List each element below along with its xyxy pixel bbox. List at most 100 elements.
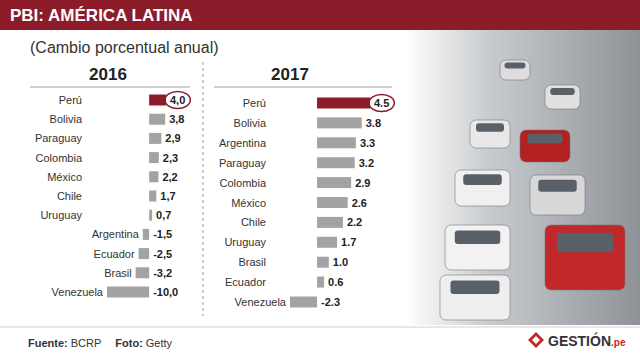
photo-car bbox=[530, 175, 585, 215]
highlight-circle bbox=[369, 95, 394, 112]
category-label: Bolivia bbox=[234, 117, 267, 129]
value-label: 1.7 bbox=[341, 236, 356, 248]
value-label: -3,2 bbox=[153, 267, 172, 279]
photo bbox=[405, 30, 640, 325]
value-label: -10,0 bbox=[153, 286, 178, 298]
category-label: Colombia bbox=[36, 152, 83, 164]
value-label: 3.8 bbox=[366, 117, 381, 129]
photo-car bbox=[445, 225, 510, 270]
value-label: 0,7 bbox=[156, 209, 171, 221]
value-label: 3.2 bbox=[359, 157, 374, 169]
header-band bbox=[0, 0, 640, 30]
photo-window bbox=[451, 280, 500, 294]
bar bbox=[317, 98, 370, 109]
photo-car bbox=[545, 85, 580, 109]
highlight-circle bbox=[165, 92, 190, 109]
photo-window bbox=[476, 123, 504, 131]
category-label: Argentina bbox=[219, 137, 267, 149]
photo-background bbox=[405, 30, 640, 325]
category-label: Chile bbox=[57, 190, 82, 202]
logo-text: GESTIÓN.pe bbox=[548, 332, 626, 349]
source-text: BCRP bbox=[71, 337, 102, 349]
bar bbox=[136, 267, 149, 278]
bar bbox=[317, 237, 337, 248]
photo-car bbox=[545, 225, 625, 290]
bar bbox=[143, 229, 149, 240]
category-label: Brasil bbox=[238, 256, 266, 268]
logo-icon bbox=[528, 332, 544, 348]
value-label: 3,8 bbox=[169, 113, 184, 125]
value-label: 3.3 bbox=[360, 137, 375, 149]
bar bbox=[149, 152, 159, 163]
photo-window bbox=[528, 134, 563, 144]
photo-car bbox=[455, 170, 510, 206]
bar bbox=[317, 217, 343, 228]
photo-car bbox=[470, 120, 510, 148]
photo-window bbox=[538, 180, 577, 192]
bar bbox=[317, 257, 329, 268]
bar bbox=[290, 297, 317, 308]
photo-window bbox=[550, 88, 575, 95]
chart-title: 2016 bbox=[89, 65, 127, 84]
photo-window bbox=[557, 233, 613, 253]
bar bbox=[149, 171, 158, 182]
value-label: 0.6 bbox=[328, 276, 343, 288]
source-label: Fuente: bbox=[28, 337, 68, 349]
category-label: Argentina bbox=[92, 228, 140, 240]
bar bbox=[107, 287, 149, 298]
value-label: 2.9 bbox=[355, 177, 370, 189]
photo-window bbox=[455, 230, 501, 244]
subtitle: (Cambio porcentual anual) bbox=[30, 39, 219, 56]
bar bbox=[317, 157, 355, 168]
photo-label: Foto: bbox=[115, 337, 142, 349]
value-label: 1.0 bbox=[333, 256, 348, 268]
bar bbox=[149, 114, 165, 125]
value-label: -2.3 bbox=[321, 296, 340, 308]
photo-text: Getty bbox=[146, 337, 173, 349]
logo-icon-inner bbox=[532, 336, 540, 344]
chart-page: PBI: AMÉRICA LATINA (Cambio porcentual an… bbox=[0, 0, 640, 357]
value-label: 2,3 bbox=[163, 152, 178, 164]
value-label: 2.6 bbox=[352, 197, 367, 209]
title-rule bbox=[214, 87, 392, 88]
value-label: 2,9 bbox=[165, 132, 180, 144]
category-label: Uruguay bbox=[224, 236, 266, 248]
source: Fuente:BCRP Foto: Getty bbox=[28, 337, 173, 349]
title: PBI: AMÉRICA LATINA bbox=[10, 6, 193, 25]
category-label: Perú bbox=[243, 97, 266, 109]
value-label: 4.5 bbox=[374, 97, 389, 109]
value-label: -1,5 bbox=[153, 228, 172, 240]
logo-name: GESTIÓN bbox=[548, 332, 611, 349]
photo-window bbox=[463, 174, 502, 185]
value-label: 4,0 bbox=[170, 94, 185, 106]
category-label: Venezuela bbox=[235, 296, 287, 308]
bar bbox=[317, 137, 356, 148]
bar bbox=[149, 210, 152, 221]
category-label: Ecuador bbox=[225, 276, 266, 288]
category-label: Chile bbox=[241, 216, 266, 228]
footer-rule bbox=[0, 327, 640, 328]
bar bbox=[149, 191, 156, 202]
separator bbox=[203, 62, 204, 316]
background bbox=[0, 0, 640, 357]
value-label: 2.2 bbox=[347, 216, 362, 228]
bar bbox=[317, 177, 351, 188]
value-label: -2,5 bbox=[153, 248, 172, 260]
photo-car bbox=[500, 60, 530, 80]
bar bbox=[317, 277, 324, 288]
bar bbox=[149, 133, 161, 144]
category-label: Colombia bbox=[220, 177, 267, 189]
category-label: Uruguay bbox=[40, 209, 82, 221]
category-label: México bbox=[47, 171, 82, 183]
value-label: 1,7 bbox=[160, 190, 175, 202]
bars bbox=[290, 98, 370, 308]
category-label: Venezuela bbox=[52, 286, 104, 298]
bar bbox=[139, 248, 150, 259]
photo-car bbox=[440, 275, 510, 320]
value-label: 2,2 bbox=[162, 171, 177, 183]
category-label: Ecuador bbox=[94, 248, 135, 260]
chart: 2016Perú4,0Bolivia3,8Paraguay2,9Colombia… bbox=[30, 65, 190, 298]
bar bbox=[317, 197, 348, 208]
category-label: Perú bbox=[59, 94, 82, 106]
category-label: Paraguay bbox=[219, 157, 267, 169]
